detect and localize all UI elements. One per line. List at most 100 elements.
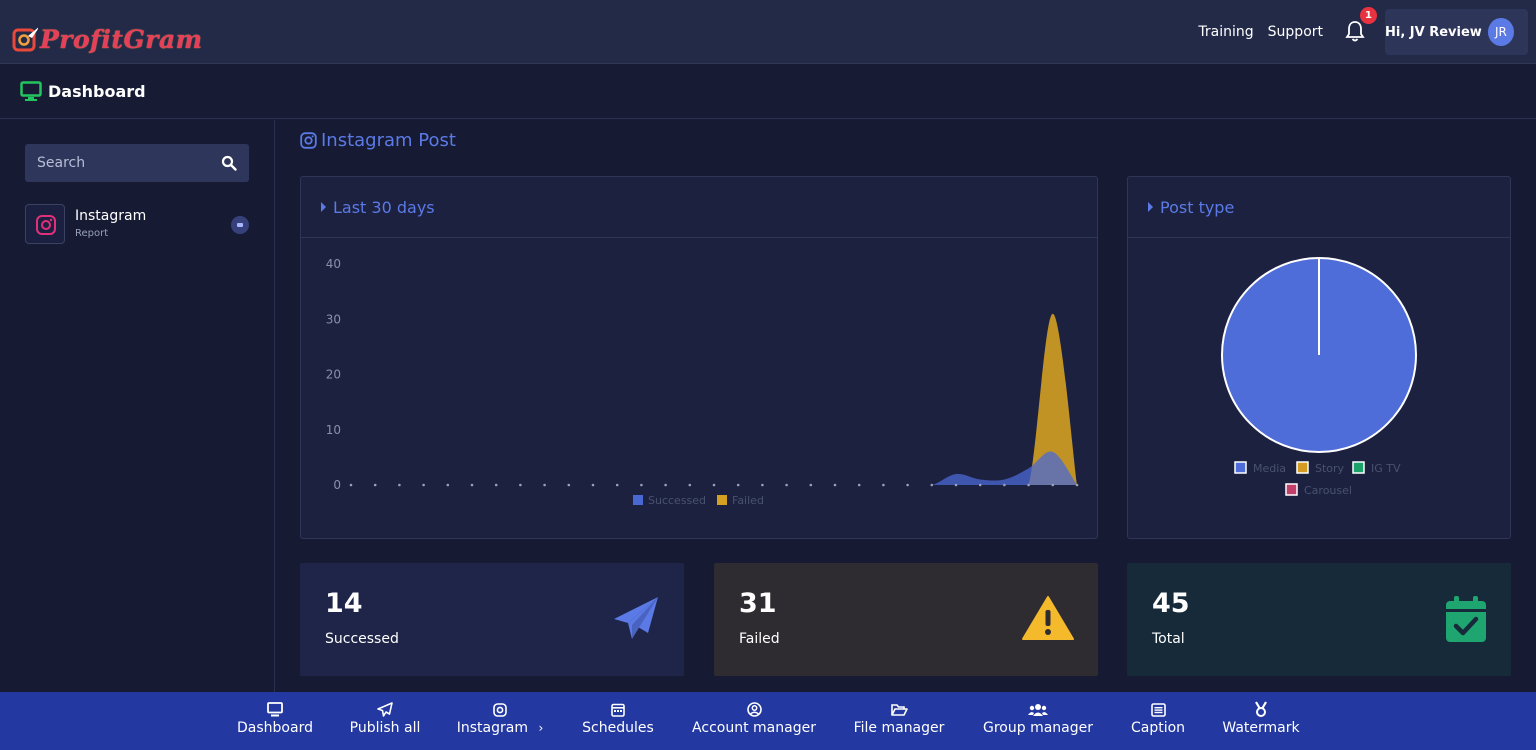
monitor-icon xyxy=(267,702,283,717)
nav-account-manager[interactable]: Account manager xyxy=(689,692,819,750)
warning-icon xyxy=(1022,596,1074,640)
chevron-right-icon: › xyxy=(538,721,544,735)
support-link[interactable]: Support xyxy=(1267,24,1323,40)
legend-label[interactable]: Media xyxy=(1253,462,1286,475)
stat-card-successed: 14 Successed xyxy=(300,563,684,676)
nav-schedules[interactable]: Schedules xyxy=(581,692,655,750)
notification-badge: 1 xyxy=(1360,7,1377,24)
calendar-check-icon xyxy=(1446,596,1486,642)
data-point xyxy=(882,483,885,487)
data-point xyxy=(1051,483,1055,487)
users-icon xyxy=(1028,704,1048,716)
search-icon[interactable] xyxy=(221,155,237,171)
data-point xyxy=(1027,483,1030,487)
legend-label[interactable]: IG TV xyxy=(1371,462,1401,475)
award-icon xyxy=(1255,701,1267,717)
user-greeting: Hi, JV Review xyxy=(1385,24,1482,40)
data-point xyxy=(833,483,837,487)
data-point xyxy=(373,483,377,487)
nav-label: Watermark xyxy=(1222,720,1300,736)
nav-label: Account manager xyxy=(692,720,816,736)
nav-caption[interactable]: Caption xyxy=(1129,692,1187,750)
data-point xyxy=(567,483,571,487)
area-chart: 0 10 20 30 40 Successed Failed xyxy=(326,257,1079,507)
legend-label[interactable]: Carousel xyxy=(1304,484,1352,497)
nav-label: Dashboard xyxy=(237,720,313,736)
caret-right-icon xyxy=(321,202,326,212)
data-point xyxy=(712,483,716,487)
legend-label[interactable]: Failed xyxy=(732,494,764,507)
legend-label[interactable]: Successed xyxy=(648,494,706,507)
legend-swatch xyxy=(717,495,727,505)
data-point xyxy=(930,483,934,487)
pie-chart: Media Story IG TV Carousel xyxy=(1221,257,1417,497)
y-tick-label: 0 xyxy=(333,478,341,492)
stat-label: Failed xyxy=(739,631,780,647)
data-point xyxy=(470,483,474,487)
data-point xyxy=(1075,483,1079,487)
nav-dashboard[interactable]: Dashboard xyxy=(236,692,314,750)
caret-right-icon xyxy=(1148,202,1153,212)
brand-logo[interactable]: ProfitGram xyxy=(12,12,203,56)
search-box xyxy=(25,144,249,182)
nav-label: Group manager xyxy=(983,720,1093,736)
y-tick-label: 10 xyxy=(326,423,341,437)
card-title: Post type xyxy=(1160,197,1235,217)
card-title: Last 30 days xyxy=(333,197,435,217)
sub-header: Dashboard xyxy=(0,64,1536,119)
nav-instagram[interactable]: Instagram › xyxy=(455,692,545,750)
sidebar-item-label: Instagram xyxy=(75,208,147,224)
nav-publish-all[interactable]: Publish all xyxy=(349,692,421,750)
legend-swatch xyxy=(1234,461,1247,474)
legend-swatch xyxy=(1352,461,1365,474)
data-point xyxy=(615,483,619,487)
calendar-icon xyxy=(611,703,625,717)
user-menu[interactable]: Hi, JV Review JR xyxy=(1385,9,1528,55)
paper-plane-icon xyxy=(614,597,658,639)
instagram-icon xyxy=(493,703,507,717)
bottom-nav: Dashboard Publish all Instagram › Schedu… xyxy=(0,692,1536,750)
data-point xyxy=(664,483,667,487)
nav-file-manager[interactable]: File manager xyxy=(852,692,946,750)
y-tick-label: 40 xyxy=(326,257,341,271)
series-area-successed xyxy=(351,451,1077,485)
sidebar: Instagram Report xyxy=(0,120,275,692)
nav-watermark[interactable]: Watermark xyxy=(1221,692,1301,750)
data-point xyxy=(591,483,595,487)
training-link[interactable]: Training xyxy=(1198,24,1254,40)
data-point xyxy=(809,483,813,487)
legend-swatch xyxy=(1296,461,1309,474)
stat-label: Successed xyxy=(325,631,399,647)
paper-plane-icon xyxy=(377,702,393,717)
data-point xyxy=(785,483,788,487)
search-input[interactable] xyxy=(25,144,215,182)
nav-label: Schedules xyxy=(582,720,654,736)
card-header: Last 30 days xyxy=(301,177,1097,238)
legend-swatch xyxy=(1285,483,1298,496)
logo-mark-icon xyxy=(12,27,38,52)
data-point xyxy=(446,483,450,487)
stat-value: 45 xyxy=(1152,588,1190,619)
notification-bell[interactable]: 1 xyxy=(1345,7,1377,44)
data-point xyxy=(398,483,401,487)
data-point xyxy=(857,483,861,487)
data-point xyxy=(736,483,740,487)
data-point xyxy=(906,483,909,487)
stat-value: 31 xyxy=(739,588,777,619)
expand-icon[interactable] xyxy=(231,216,249,234)
section-title: Instagram Post xyxy=(300,130,456,151)
nav-label: Instagram xyxy=(456,720,528,736)
card-header: Post type xyxy=(1128,177,1510,238)
instagram-icon-box xyxy=(25,204,65,244)
data-point xyxy=(494,483,498,487)
sidebar-item-instagram[interactable]: Instagram Report xyxy=(25,204,249,244)
legend-label[interactable]: Story xyxy=(1315,462,1345,475)
nav-label: Publish all xyxy=(349,720,421,736)
nav-group-manager[interactable]: Group manager xyxy=(980,692,1096,750)
data-point xyxy=(954,483,958,487)
legend-swatch xyxy=(633,495,643,505)
instagram-icon xyxy=(36,215,56,235)
sidebar-item-sublabel: Report xyxy=(75,228,109,239)
instagram-icon xyxy=(300,132,317,149)
folder-open-icon xyxy=(890,704,908,716)
